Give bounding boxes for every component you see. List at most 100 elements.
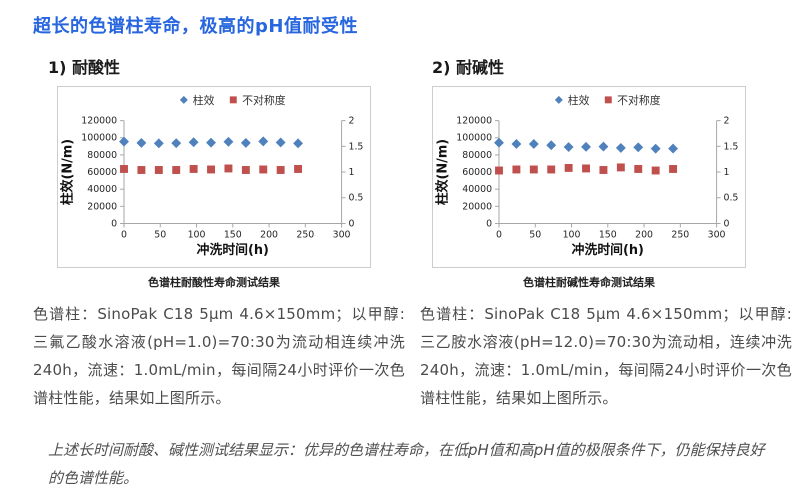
x-tick-label: 100: [563, 229, 581, 240]
y-tick-label: 80000: [462, 150, 492, 161]
data-point: [563, 142, 574, 152]
square-marker-icon: [604, 96, 612, 104]
y-tick-label: 40000: [462, 184, 492, 195]
alkali-resistance-chart: 0 20000 40000 60000 80000 100000 120000 0 0.5 1 1.…: [432, 86, 746, 268]
data-point: [207, 165, 215, 174]
acid-resistance-chart: 0 20000 40000 60000 80000 100000 120000 0 0.5 1 1.…: [57, 86, 371, 268]
series-asymmetry: [120, 164, 303, 174]
data-point: [224, 164, 233, 173]
data-point: [276, 166, 285, 174]
y2-tick-label: 0.5: [724, 193, 739, 204]
y2-tick-label: 0.5: [349, 193, 364, 204]
legend-label-column-efficiency: 柱效: [568, 93, 590, 107]
left-y-axis: 0 20000 40000 60000 80000 100000 120000: [81, 116, 124, 229]
data-point: [529, 165, 538, 174]
y-tick-label: 60000: [87, 167, 117, 178]
y-tick-label: 100000: [456, 133, 492, 144]
y2-tick-label: 1: [349, 167, 355, 178]
chart-canvas: 0 20000 40000 60000 80000 100000 120000 0 0.5 1 1.…: [60, 93, 364, 258]
x-tick-label: 200: [260, 229, 278, 240]
y-tick-label: 80000: [87, 150, 117, 161]
right-y-axis: 0 0.5 1 1.5 2: [716, 116, 739, 229]
y-tick-label: 0: [111, 218, 117, 229]
y-tick-label: 120000: [456, 116, 492, 127]
square-marker-icon: [229, 96, 237, 104]
x-axis: 0 50 100 150 200 250 300: [496, 223, 726, 240]
data-point: [668, 143, 679, 154]
data-point: [293, 138, 304, 149]
data-point: [582, 164, 590, 173]
legend-label-asymmetry: 不对称度: [242, 93, 286, 107]
y-axis-title: 柱效(N/m): [60, 139, 76, 205]
data-point: [223, 136, 234, 147]
data-point: [206, 137, 216, 148]
x-tick-label: 300: [333, 229, 351, 240]
data-point: [651, 166, 660, 175]
data-point: [136, 137, 147, 148]
x-tick-label: 150: [224, 229, 242, 240]
y-axis-title: 柱效(N/m): [435, 139, 451, 205]
data-point: [650, 143, 661, 154]
data-point: [633, 142, 644, 153]
y-tick-label: 60000: [462, 167, 492, 178]
data-point: [258, 136, 269, 147]
data-point: [495, 166, 503, 175]
x-tick-label: 150: [599, 229, 617, 240]
legend-label-column-efficiency: 柱效: [193, 93, 215, 107]
x-tick-label: 0: [121, 229, 127, 240]
alkali-method-description: 色谱柱：SinoPak C18 5μm 4.6×150mm；以甲醇:三乙胺水溶液…: [420, 305, 792, 407]
data-point: [512, 165, 521, 174]
right-y-axis: 0 0.5 1 1.5 2: [341, 116, 364, 229]
data-point: [599, 166, 608, 174]
data-point: [241, 166, 250, 174]
diamond-marker-icon: [554, 95, 563, 104]
data-point: [615, 142, 626, 153]
series-asymmetry: [495, 163, 678, 175]
x-axis-title: 冲洗时间(h): [197, 242, 269, 258]
data-point: [294, 165, 303, 173]
data-point: [634, 165, 643, 173]
data-point: [188, 137, 199, 148]
data-point: [275, 137, 286, 148]
section-heading-alkali: 2) 耐碱性: [432, 58, 505, 77]
page-title: 超长的色谱柱寿命，极高的pH值耐受性: [33, 16, 358, 37]
x-tick-label: 50: [154, 229, 166, 240]
data-point: [598, 141, 609, 152]
series-column-efficiency: [119, 136, 304, 149]
data-point: [154, 166, 163, 174]
data-point: [564, 163, 573, 172]
data-point: [153, 138, 164, 149]
y2-tick-label: 1: [724, 167, 730, 178]
legend: 柱效 不对称度: [554, 93, 661, 107]
y-tick-label: 20000: [87, 201, 117, 212]
data-point: [120, 165, 128, 173]
data-point: [616, 163, 625, 172]
data-point: [494, 137, 504, 148]
section-heading-acid: 1) 耐酸性: [48, 58, 121, 77]
y-tick-label: 120000: [81, 116, 117, 127]
y2-tick-label: 1.5: [724, 141, 739, 152]
acid-chart-caption: 色谱柱耐酸性寿命测试结果: [148, 276, 280, 289]
conclusion-note: 上述长时间耐酸、碱性测试结果显示：优异的色谱柱寿命，在低pH值和高pH值的极限条…: [48, 441, 765, 487]
legend: 柱效 不对称度: [179, 93, 286, 107]
y2-tick-label: 1.5: [349, 141, 364, 152]
x-tick-label: 250: [296, 229, 314, 240]
data-point: [528, 138, 539, 149]
data-point: [189, 165, 198, 173]
y2-tick-label: 2: [349, 116, 355, 127]
y-tick-label: 40000: [87, 184, 117, 195]
x-tick-label: 250: [671, 229, 689, 240]
x-tick-label: 100: [188, 229, 206, 240]
alkali-chart-caption: 色谱柱耐碱性寿命测试结果: [523, 276, 655, 289]
y2-tick-label: 0: [349, 218, 355, 229]
y-tick-label: 20000: [462, 201, 492, 212]
x-axis: 0 50 100 150 200 250 300: [121, 223, 351, 240]
data-point: [547, 165, 556, 174]
data-point: [511, 138, 522, 149]
acid-method-description: 色谱柱：SinoPak C18 5μm 4.6×150mm；以甲醇:三氟乙酸水溶…: [33, 305, 405, 407]
x-tick-label: 300: [708, 229, 726, 240]
left-y-axis: 0 20000 40000 60000 80000 100000 120000: [456, 116, 499, 229]
series-column-efficiency: [494, 137, 679, 154]
chart-canvas: 0 20000 40000 60000 80000 100000 120000 0 0.5 1 1.…: [435, 93, 739, 258]
